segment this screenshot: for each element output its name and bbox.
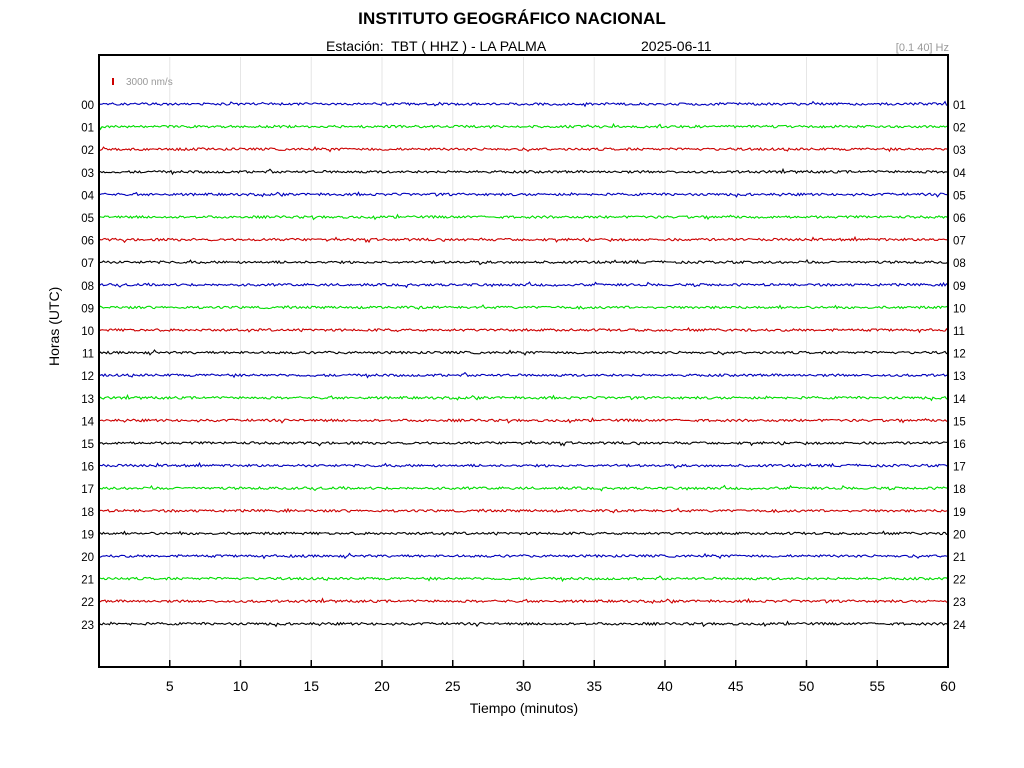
y-tick-label-left: 11 (82, 349, 94, 361)
x-tick-label: 40 (657, 678, 673, 694)
x-tick-label: 25 (445, 678, 461, 694)
x-tick-label: 60 (940, 678, 956, 694)
y-tick-label-right: 07 (953, 236, 966, 248)
seismic-trace (98, 281, 949, 289)
seismic-trace (98, 416, 949, 424)
y-tick-label-left: 14 (81, 416, 94, 428)
y-tick-label-left: 22 (81, 597, 94, 609)
seismic-trace (98, 575, 949, 583)
y-tick-label-right: 14 (953, 394, 966, 406)
y-tick-label-left: 17 (81, 484, 94, 496)
y-tick-label-left: 10 (81, 326, 94, 338)
x-tick-label: 20 (374, 678, 390, 694)
y-tick-label-right: 04 (953, 168, 966, 180)
chart-title: INSTITUTO GEOGRÁFICO NACIONAL (358, 9, 666, 28)
y-tick-label-right: 10 (953, 303, 966, 315)
y-tick-label-left: 19 (81, 529, 94, 541)
seismic-trace (98, 552, 949, 560)
traces (98, 100, 949, 628)
y-tick-label-right: 01 (953, 100, 966, 112)
y-tick-label-right: 15 (953, 416, 966, 428)
y-tick-label-left: 07 (81, 258, 94, 270)
y-tick-label-left: 18 (81, 507, 94, 519)
y-tick-label-left: 05 (81, 213, 94, 225)
seismic-trace (98, 146, 949, 153)
y-axis-label: Horas (UTC) (46, 286, 62, 366)
y-tick-label-right: 12 (953, 349, 966, 361)
plot-frame (98, 54, 949, 668)
y-tick-label-right: 09 (953, 281, 966, 293)
seismic-trace (98, 258, 949, 266)
y-tick-label-left: 01 (81, 123, 94, 135)
grid-lines (169, 57, 878, 665)
y-tick-label-left: 03 (81, 168, 94, 180)
y-tick-label-right: 18 (953, 484, 966, 496)
seismic-trace (98, 326, 949, 334)
seismic-trace (98, 371, 949, 379)
y-tick-label-right: 24 (953, 620, 966, 632)
x-tick-label: 35 (586, 678, 602, 694)
seismic-trace (98, 507, 949, 514)
x-tick-label: 15 (303, 678, 319, 694)
seismic-trace (98, 530, 949, 536)
y-tick-label-right: 20 (953, 529, 966, 541)
x-tick-label: 5 (166, 678, 174, 694)
y-tick-label-left: 21 (81, 575, 94, 587)
scale-label: 3000 nm/s (126, 77, 173, 88)
y-tick-label-right: 17 (953, 462, 966, 474)
scale-bar (112, 78, 114, 85)
seismic-trace (98, 100, 949, 108)
y-tick-label-left: 20 (81, 552, 94, 564)
y-tick-label-left: 13 (81, 394, 94, 406)
seismic-trace (98, 304, 949, 311)
seismic-trace (98, 461, 949, 469)
x-tick-label: 50 (799, 678, 815, 694)
y-tick-label-left: 23 (81, 620, 94, 632)
seismic-trace (98, 213, 949, 221)
seismic-trace (98, 191, 949, 198)
y-tick-label-right: 08 (953, 258, 966, 270)
station-label: Estación: TBT ( HHZ ) - LA PALMA (326, 38, 547, 54)
y-tick-label-left: 00 (81, 100, 94, 112)
y-tick-label-right: 06 (953, 213, 966, 225)
y-tick-label-left: 08 (81, 281, 94, 293)
y-tick-label-right: 02 (953, 123, 966, 135)
y-tick-label-right: 03 (953, 145, 966, 157)
y-tick-label-right: 16 (953, 439, 966, 451)
x-tick-label: 30 (516, 678, 532, 694)
y-tick-label-right: 19 (953, 507, 966, 519)
y-tick-label-right: 22 (953, 575, 966, 587)
x-tick-label: 10 (233, 678, 249, 694)
seismic-trace (98, 484, 949, 492)
y-tick-label-left: 09 (81, 303, 94, 315)
seismic-trace (98, 393, 949, 402)
y-tick-label-left: 16 (81, 462, 94, 474)
y-tick-label-left: 04 (81, 190, 94, 202)
y-tick-label-right: 21 (953, 552, 966, 564)
seismic-trace (98, 235, 949, 244)
x-tick-label: 45 (728, 678, 744, 694)
y-tick-label-right: 13 (953, 371, 966, 383)
seismic-trace (98, 167, 949, 176)
seismic-trace (98, 349, 949, 356)
y-tick-label-left: 15 (81, 439, 94, 451)
y-tick-label-right: 11 (953, 326, 965, 338)
filter-label: [0.1 40] Hz (895, 42, 949, 54)
seismic-trace (98, 620, 949, 628)
y-tick-label-left: 06 (81, 236, 94, 248)
x-tick-labels: 5 10 15 20 25 30 35 40 45 50 55 60 (166, 660, 956, 694)
y-tick-label-right: 05 (953, 190, 966, 202)
y-tick-label-right: 23 (953, 597, 966, 609)
x-axis-label: Tiempo (minutos) (469, 700, 579, 716)
seismic-trace (98, 439, 949, 447)
y-tick-label-left: 02 (81, 145, 94, 157)
seismic-trace (98, 122, 949, 131)
seismic-trace (98, 597, 949, 605)
x-tick-label: 55 (869, 678, 885, 694)
y-tick-labels: 00 01 01 02 02 03 03 04 04 05 05 06 06 07 07 08 08 09 09 10… (81, 100, 966, 632)
date-label: 2025-06-11 (641, 38, 712, 54)
y-tick-label-left: 12 (81, 371, 94, 383)
